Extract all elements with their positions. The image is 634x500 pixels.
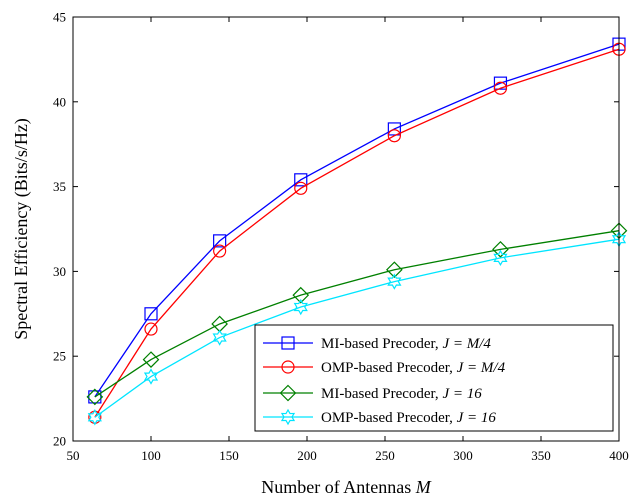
data-point [493, 81, 508, 95]
legend-marker [280, 408, 296, 426]
data-point [387, 273, 402, 290]
x-tick-label: 250 [375, 448, 395, 463]
x-tick-label: 400 [609, 448, 629, 463]
data-point [213, 244, 227, 258]
y-axis-title: Spectral Efficiency (Bits/s/Hz) [11, 118, 32, 340]
x-tick-label: 200 [297, 448, 317, 463]
y-tick-label: 20 [53, 434, 66, 449]
data-point [144, 307, 158, 321]
legend-label: MI-based Precoder, J = M/4 [321, 336, 491, 352]
data-point [386, 261, 403, 279]
y-tick-label: 25 [53, 349, 66, 364]
x-tick-label: 350 [531, 448, 551, 463]
x-tick-label: 150 [219, 448, 239, 463]
legend-label: MI-based Precoder, J = 16 [321, 386, 482, 402]
data-point [493, 249, 508, 267]
data-point [493, 76, 508, 90]
data-point [86, 388, 104, 406]
series-3 [86, 222, 628, 406]
series-line [94, 238, 620, 418]
data-point [213, 234, 227, 248]
legend-marker [281, 360, 295, 374]
y-tick-label: 35 [53, 179, 66, 194]
data-point [212, 329, 227, 346]
series-layer [86, 37, 628, 426]
legend: MI-based Precoder, J = M/4 OMP-based Prec… [254, 324, 614, 432]
data-point [294, 173, 308, 187]
legend-marker [279, 384, 297, 402]
legend-box [254, 324, 614, 432]
data-point [142, 351, 160, 368]
data-point [143, 368, 159, 385]
y-tick-label: 40 [53, 94, 66, 109]
y-tick-label: 45 [53, 10, 66, 25]
legend-marker [281, 336, 295, 350]
data-point [294, 181, 308, 195]
data-point [293, 298, 308, 316]
data-point [144, 322, 158, 336]
series-line [94, 48, 620, 418]
x-tick-label: 50 [67, 448, 80, 463]
x-axis-ticks: 50 100 150 200 250 300 350 400 [67, 17, 629, 463]
data-point [88, 390, 102, 404]
data-point [492, 241, 509, 258]
series-line [94, 230, 620, 398]
legend-label: OMP-based Precoder, J = M/4 [321, 360, 506, 376]
legend-label: OMP-based Precoder, J = 16 [321, 410, 496, 426]
series-2 [88, 42, 626, 424]
y-tick-label: 30 [53, 264, 66, 279]
y-axis-ticks: 20 25 30 35 40 45 [53, 10, 619, 449]
x-axis-title: Number of Antennas M [261, 477, 431, 497]
plot-frame [72, 16, 620, 442]
data-point [292, 286, 310, 304]
data-point [387, 129, 401, 143]
x-tick-label: 300 [453, 448, 473, 463]
series-line [94, 43, 620, 398]
data-point [87, 409, 102, 426]
data-point [387, 122, 401, 136]
x-tick-label: 100 [141, 448, 161, 463]
